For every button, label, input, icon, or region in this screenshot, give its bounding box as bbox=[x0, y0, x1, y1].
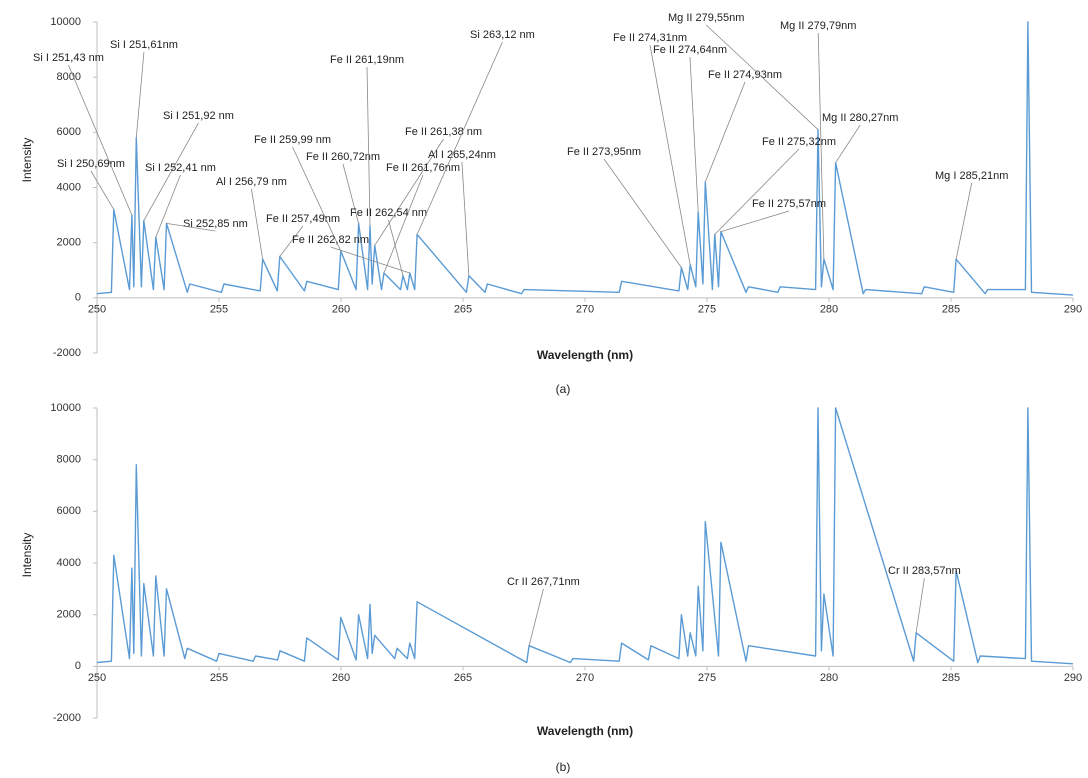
annotation-leader bbox=[135, 51, 145, 138]
annotation: Mg II 279,79nm bbox=[780, 20, 856, 32]
annotation: Fe II 274,64nm bbox=[653, 44, 727, 56]
annotation-leader bbox=[279, 225, 304, 257]
annotation: Al I 265,24nm bbox=[428, 149, 496, 161]
annotation: Si I 251,61nm bbox=[110, 39, 178, 51]
annotation-leader bbox=[705, 24, 819, 130]
annotation-leader bbox=[374, 138, 444, 246]
annotation: Fe II 261,76nm bbox=[386, 162, 460, 174]
y-tick-label: 2000 bbox=[57, 609, 81, 621]
annotation-leader bbox=[689, 56, 699, 213]
annotation-leader bbox=[251, 188, 264, 260]
spectrum-line bbox=[96, 407, 1074, 665]
x-tick-label: 270 bbox=[576, 304, 594, 316]
y-tick-label: 4000 bbox=[57, 181, 81, 193]
x-tick-label: 280 bbox=[820, 304, 838, 316]
annotation: Si I 250,69nm bbox=[57, 158, 125, 170]
x-tick-label: 275 bbox=[698, 672, 716, 684]
x-axis-title: Wavelength (nm) bbox=[537, 724, 633, 738]
annotation: Si I 252,41 nm bbox=[145, 162, 216, 174]
x-axis-title: Wavelength (nm) bbox=[537, 348, 633, 362]
annotation-leader bbox=[461, 161, 470, 276]
x-tick-label: 275 bbox=[698, 304, 716, 316]
annotation-leader bbox=[955, 182, 973, 260]
annotation: Mg I 285,21nm bbox=[935, 170, 1008, 182]
y-tick-label: 4000 bbox=[57, 557, 81, 569]
x-tick-label: 290 bbox=[1064, 672, 1082, 684]
annotation: Cr II 283,57nm bbox=[888, 565, 961, 577]
annotation-leader bbox=[292, 146, 342, 252]
x-tick-label: 265 bbox=[454, 672, 472, 684]
annotation: Fe II 275,57nm bbox=[752, 198, 826, 210]
x-tick-label: 250 bbox=[88, 304, 106, 316]
annotation: Fe II 274,93nm bbox=[708, 69, 782, 81]
annotation: Fe II 274,31nm bbox=[613, 32, 687, 44]
x-tick-label: 260 bbox=[332, 672, 350, 684]
x-tick-label: 285 bbox=[942, 672, 960, 684]
annotation: Fe II 257,49nm bbox=[266, 213, 340, 225]
x-tick-label: 285 bbox=[942, 304, 960, 316]
x-tick-label: 280 bbox=[820, 672, 838, 684]
annotation: Fe II 262,54 nm bbox=[350, 207, 427, 219]
annotation-leader bbox=[68, 64, 133, 216]
y-axis-title: Intensity bbox=[20, 533, 34, 578]
annotation-leader bbox=[416, 41, 503, 235]
y-tick-label: 8000 bbox=[57, 71, 81, 83]
annotation-leader bbox=[720, 210, 790, 233]
x-tick-label: 250 bbox=[88, 672, 106, 684]
x-tick-label: 290 bbox=[1064, 304, 1082, 316]
annotation: Fe II 261,38 nm bbox=[405, 126, 482, 138]
y-tick-label: 6000 bbox=[57, 126, 81, 138]
y-tick-label: 10000 bbox=[50, 402, 81, 414]
x-tick-label: 260 bbox=[332, 304, 350, 316]
annotation: Fe II 259,99 nm bbox=[254, 134, 331, 146]
annotation-leader bbox=[649, 44, 691, 265]
annotation: Mg II 280,27nm bbox=[822, 112, 898, 124]
annotation: Fe II 273,95nm bbox=[567, 146, 641, 158]
y-tick-label: 10000 bbox=[50, 16, 81, 28]
spectrum-line bbox=[96, 21, 1074, 296]
annotation-leader bbox=[915, 577, 925, 633]
annotation-leader bbox=[704, 81, 746, 183]
annotation: Fe II 275,32nm bbox=[762, 136, 836, 148]
y-tick-label: 0 bbox=[75, 660, 81, 672]
annotation-leader bbox=[714, 148, 800, 235]
annotation: Si I 251,92 nm bbox=[163, 110, 234, 122]
annotation: Al I 256,79 nm bbox=[216, 176, 287, 188]
annotation-leader bbox=[366, 66, 371, 227]
x-tick-label: 255 bbox=[210, 672, 228, 684]
x-tick-label: 270 bbox=[576, 672, 594, 684]
y-tick-label: 2000 bbox=[57, 237, 81, 249]
annotation: Fe II 262,82 nm bbox=[292, 234, 369, 246]
panel-caption: (b) bbox=[556, 760, 571, 774]
y-tick-label: 0 bbox=[75, 292, 81, 304]
annotation-leader bbox=[817, 32, 825, 260]
annotation: Mg II 279,55nm bbox=[668, 12, 744, 24]
y-axis-title: Intensity bbox=[20, 138, 34, 183]
x-tick-label: 255 bbox=[210, 304, 228, 316]
annotation: Cr II 267,71nm bbox=[507, 576, 580, 588]
annotation: Fe II 260,72nm bbox=[306, 151, 380, 163]
y-tick-label: 8000 bbox=[57, 454, 81, 466]
annotation-leader bbox=[835, 124, 861, 163]
x-tick-label: 265 bbox=[454, 304, 472, 316]
annotation: Si I 251,43 nm bbox=[33, 52, 104, 64]
annotation-leader bbox=[528, 588, 544, 646]
y-tick-label: -2000 bbox=[53, 712, 81, 724]
annotation-leader bbox=[90, 170, 115, 210]
annotation-leader bbox=[330, 246, 410, 274]
annotation-leader bbox=[166, 222, 216, 232]
annotation-leader bbox=[155, 174, 181, 238]
annotation: Si 252,85 nm bbox=[183, 218, 248, 230]
annotation-leader bbox=[383, 174, 424, 274]
annotation-leader bbox=[143, 122, 199, 221]
y-tick-label: 6000 bbox=[57, 505, 81, 517]
annotation-leader bbox=[342, 163, 359, 224]
annotation-leader bbox=[603, 158, 682, 268]
annotation: Si 263,12 nm bbox=[470, 29, 535, 41]
annotation: Fe II 261,19nm bbox=[330, 54, 404, 66]
y-tick-label: -2000 bbox=[53, 347, 81, 359]
annotation-leader bbox=[388, 219, 404, 276]
panel-caption: (a) bbox=[556, 382, 571, 396]
